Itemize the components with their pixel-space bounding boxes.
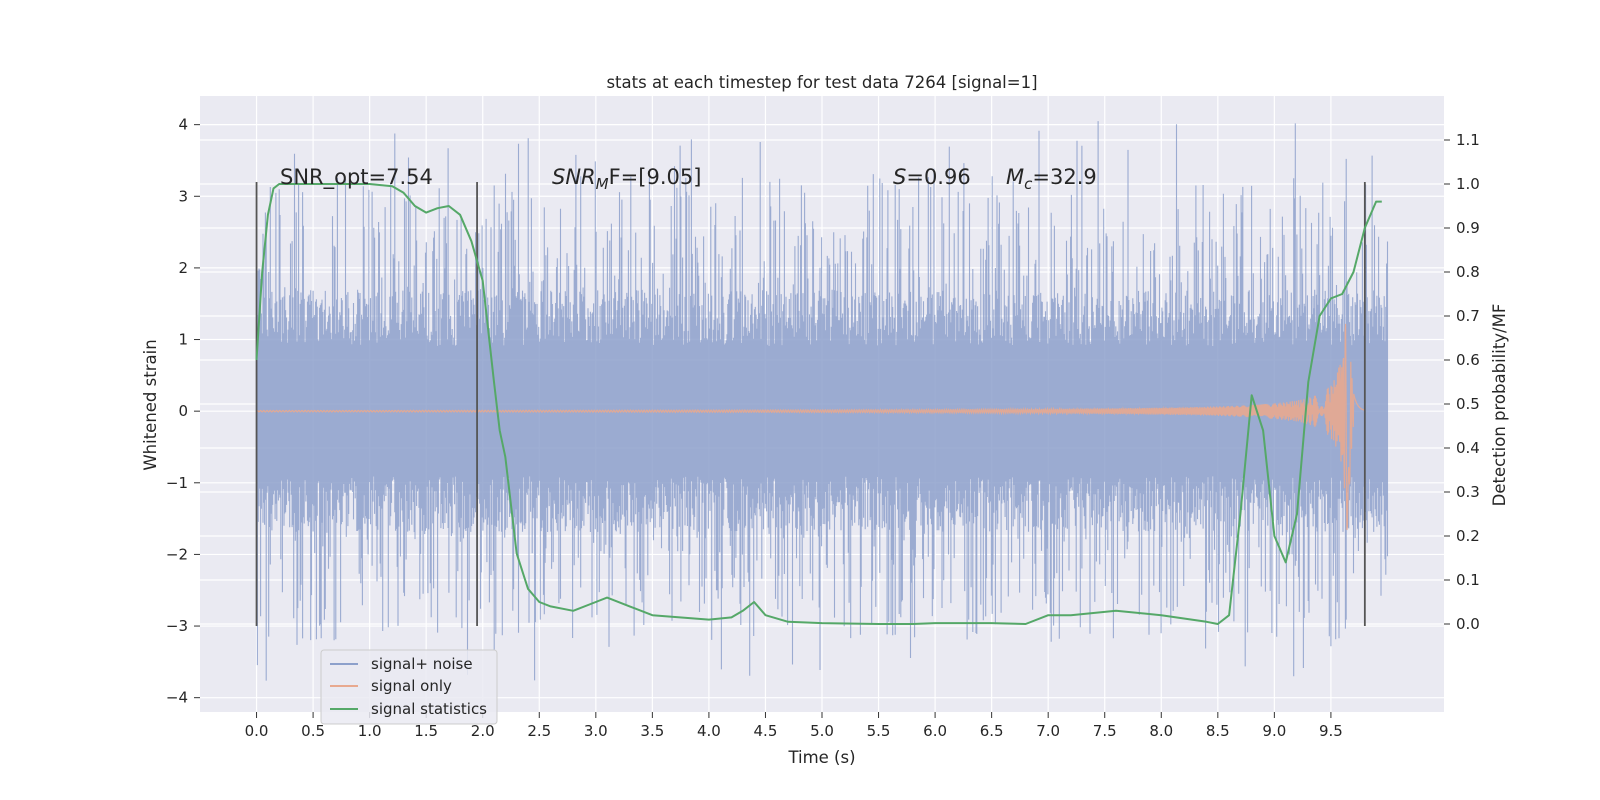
x-tick-label: 3.5	[640, 722, 664, 740]
x-tick-label: 0.5	[301, 722, 325, 740]
annotation-mc-value: =32.9	[1032, 165, 1096, 189]
y-tick-label: −2	[166, 545, 188, 563]
x-tick-label: 4.0	[697, 722, 721, 740]
x-tick-label: 7.0	[1036, 722, 1060, 740]
y2-tick-label: 0.4	[1456, 439, 1480, 457]
axis-ticks: 0.0 0.5 1.0 1.5 2.0 2.5 3.0 3.5 4.0 4.5 5.0 5.5 6.0 6…	[166, 116, 1480, 740]
annotation-snr-mf-rest: F=[9.05]	[609, 165, 702, 189]
annotation-snr-mf-sub: M	[596, 175, 609, 193]
x-tick-label: 1.0	[358, 722, 382, 740]
x-tick-label: 9.0	[1262, 722, 1286, 740]
annotation-snr-mf: SNRMF=[9.05]	[552, 165, 701, 193]
annotation-snr-opt: SNR_opt=7.54	[280, 165, 433, 190]
annotation-s-name: S	[893, 165, 906, 189]
x-tick-label: 5.5	[867, 722, 891, 740]
legend-box	[320, 649, 498, 725]
x-tick-label: 6.0	[923, 722, 947, 740]
y2-axis-label: Detection probability/MF	[1490, 304, 1509, 507]
y2-tick-label: 0.3	[1456, 483, 1480, 501]
annotation-mc-sub: c	[1024, 175, 1033, 193]
y2-tick-label: 0.0	[1456, 615, 1480, 633]
annotation-snr-mf-name: SNR	[552, 165, 596, 189]
annotation-mc-name: M	[1006, 165, 1024, 189]
vertical-markers	[255, 181, 1366, 627]
y2-tick-label: 0.5	[1456, 395, 1480, 413]
y2-tick-label: 0.9	[1456, 219, 1480, 237]
y-tick-label: −4	[166, 689, 188, 707]
annotation-s-value: =0.96	[906, 165, 970, 189]
x-tick-label: 3.0	[584, 722, 608, 740]
y2-tick-label: 0.1	[1456, 571, 1480, 589]
y-tick-label: 3	[178, 187, 188, 205]
y-tick-label: 4	[178, 116, 188, 134]
y2-tick-label: 0.2	[1456, 527, 1480, 545]
x-tick-label: 8.5	[1206, 722, 1230, 740]
signal-only-line	[256, 323, 1366, 531]
annotation-s: S=0.96	[893, 165, 971, 189]
y-tick-label: 2	[178, 259, 188, 277]
x-tick-label: 5.0	[810, 722, 834, 740]
legend-label-signal-plus-noise: signal+ noise	[371, 655, 473, 673]
y-axis-label: Whitened strain	[141, 339, 160, 470]
x-axis-label: Time (s)	[787, 748, 855, 767]
signal-statistics-line	[255, 183, 1382, 625]
x-tick-label: 1.5	[414, 722, 438, 740]
legend: signal+ noise signal only signal statist…	[320, 649, 498, 725]
legend-label-signal-only: signal only	[371, 677, 452, 695]
series-signal-statistics	[255, 183, 1382, 625]
y2-tick-label: 0.7	[1456, 307, 1480, 325]
y-tick-label: 1	[178, 331, 188, 349]
y2-tick-label: 1.1	[1456, 131, 1480, 149]
series-signal-only	[256, 323, 1366, 531]
x-tick-label: 6.5	[980, 722, 1004, 740]
y-tick-label: −3	[166, 617, 188, 635]
y2-tick-label: 0.6	[1456, 351, 1480, 369]
x-tick-label: 2.0	[471, 722, 495, 740]
y-tick-label: 0	[178, 402, 188, 420]
y2-tick-label: 1.0	[1456, 175, 1480, 193]
x-tick-label: 7.5	[1093, 722, 1117, 740]
annotations: SNR_opt=7.54 SNRMF=[9.05] S=0.96 Mc=32.9	[280, 165, 1097, 193]
y-tick-label: −1	[166, 474, 188, 492]
annotation-mc: Mc=32.9	[1006, 165, 1097, 193]
chart-title: stats at each timestep for test data 726…	[606, 73, 1037, 92]
y2-tick-label: 0.8	[1456, 263, 1480, 281]
x-tick-label: 9.5	[1319, 722, 1343, 740]
legend-label-signal-statistics: signal statistics	[371, 700, 487, 718]
x-tick-label: 8.0	[1149, 722, 1173, 740]
x-tick-label: 0.0	[245, 722, 269, 740]
x-tick-label: 2.5	[527, 722, 551, 740]
x-tick-label: 4.5	[754, 722, 778, 740]
